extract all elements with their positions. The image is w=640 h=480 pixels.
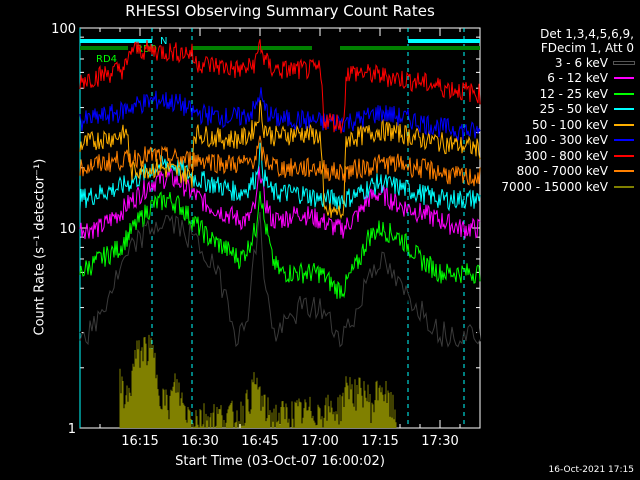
legend-entry: 50 - 100 keV [478,117,634,133]
legend-swatch [614,108,634,111]
series-line-6-12-kev [79,166,481,240]
x-tick-label: 16:15 [121,434,158,449]
series-line-3-6-kev [79,211,481,344]
legend-entry-label: 3 - 6 keV [554,55,608,70]
annotation-n: N [160,36,167,47]
y-tick-label: 1 [68,422,76,437]
footer-timestamp: 16-Oct-2021 17:15 [548,465,634,475]
series-line-800-7000-kev [79,135,481,187]
legend-entry-label: 800 - 7000 keV [516,164,608,179]
legend-swatch [614,139,634,142]
legend-swatch [614,154,634,157]
legend-swatch [614,77,634,80]
series-line-3-6kev-outline [79,212,481,348]
y-tick-label: 100 [51,22,76,37]
legend-entry-label: 25 - 50 keV [539,102,608,117]
legend-entry-label: 50 - 100 keV [531,117,608,132]
annotation-rd0: RD0 [136,44,157,55]
x-axis-label: Start Time (03-Oct-07 16:00:02) [175,454,385,469]
legend: Det 1,3,4,5,6,9, FDecim 1, Att 0 3 - 6 k… [478,27,635,195]
legend-swatch [614,92,634,95]
y-tick-label: 10 [59,222,76,237]
legend-entry-label: 100 - 300 keV [524,133,608,148]
legend-swatch [614,185,634,188]
legend-entry: 7000 - 15000 keV [478,179,634,195]
legend-entry: 100 - 300 keV [478,133,634,149]
x-tick-label: 17:15 [361,434,398,449]
legend-entry: 12 - 25 keV [478,86,634,102]
legend-entry: 300 - 800 keV [478,148,634,164]
legend-entry: 25 - 50 keV [478,102,634,118]
legend-swatch [613,60,635,65]
legend-entry-label: 12 - 25 keV [539,86,608,101]
series-line-300-800-kev [79,39,481,134]
x-tick-label: 17:30 [421,434,458,449]
legend-entry: 3 - 6 keV [478,55,635,71]
x-tick-label: 16:30 [181,434,218,449]
series-line-50-100-kev [79,100,481,220]
series-line-7000-15000kev [119,334,397,428]
series-line-12-25-kev [79,191,481,299]
series-line-25-50-kev [79,142,481,212]
series-line-100-300-kev [79,87,481,141]
legend-entry-label: 6 - 12 keV [547,71,608,86]
y-axis-label: Count Rate (s⁻¹ detector⁻¹) [32,158,48,336]
legend-entry: 6 - 12 keV [478,71,634,87]
chart-title: RHESSI Observing Summary Count Rates [125,2,435,20]
legend-header-line-1: Det 1,3,4,5,6,9, [540,27,634,41]
x-tick-label: 16:45 [241,434,278,449]
annotation-rd4: RD4 [96,54,117,65]
legend-swatch [614,123,634,126]
legend-entry-label: 300 - 800 keV [524,148,608,163]
legend-header-line-2: FDecim 1, Att 0 [540,41,634,55]
legend-entry-label: 7000 - 15000 keV [501,179,608,194]
legend-entry: 800 - 7000 keV [478,164,634,180]
x-tick-label: 17:00 [301,434,338,449]
legend-swatch [614,170,634,173]
